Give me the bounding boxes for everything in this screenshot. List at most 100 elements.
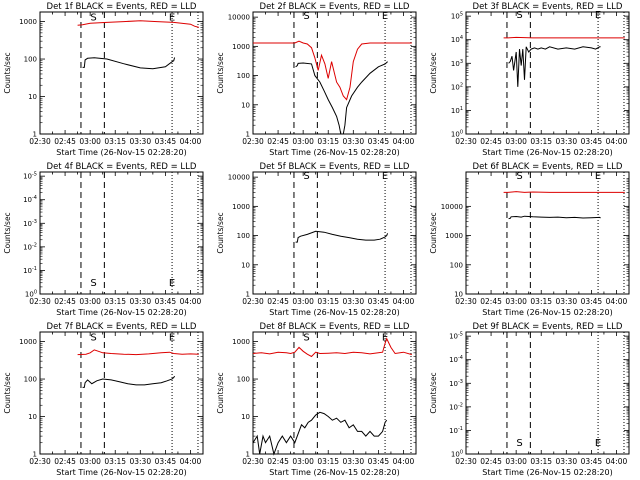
y-tick-label: 10-5 [23, 172, 37, 181]
data-series-line [295, 230, 389, 243]
marker-label: E [382, 171, 388, 182]
chart-title: Det 6f BLACK = Events, RED = LLD [473, 162, 623, 172]
x-tick-label: 02:45 [54, 137, 76, 146]
x-tick-label: 04:00 [606, 457, 628, 466]
x-tick-label: 02:30 [242, 297, 264, 306]
marker-label: E [169, 332, 175, 343]
plot-frame [465, 171, 630, 295]
marker-label: E [382, 11, 388, 22]
y-tick-label: 10 [28, 413, 37, 421]
x-tick-label: 04:00 [606, 297, 628, 306]
x-tick-label: 02:30 [29, 137, 51, 146]
data-series-line [508, 215, 601, 220]
y-tick-label: 10 [28, 93, 37, 101]
plot-frame [39, 11, 204, 135]
x-axis-label: Start Time (26-Nov-15 02:28:20) [269, 468, 399, 477]
x-tick-label: 02:30 [242, 457, 264, 466]
chart-panel-p7: Det 7f BLACK = Events, RED = LLD Counts/s… [3, 322, 204, 477]
x-tick-label: 02:30 [29, 457, 51, 466]
marker-label: S [303, 332, 309, 343]
y-tick-label: 10-1 [23, 266, 37, 275]
y-tick-label: 1000 [19, 18, 37, 26]
x-tick-label: 02:45 [480, 297, 502, 306]
x-tick-label: 02:45 [267, 457, 289, 466]
y-tick-label: 100 [24, 56, 37, 64]
x-tick-label: 03:45 [155, 137, 177, 146]
x-tick-label: 03:30 [129, 297, 151, 306]
x-tick-label: 02:30 [455, 137, 477, 146]
y-tick-label: 1 [33, 131, 37, 139]
y-axis-label: Counts/sec [3, 212, 12, 253]
marker-label: E [382, 332, 388, 343]
x-axis-label: Start Time (26-Nov-15 02:28:20) [482, 468, 612, 477]
y-axis-label: Counts/sec [429, 52, 438, 93]
chart-title: Det 2f BLACK = Events, RED = LLD [260, 2, 410, 12]
marker-label: S [90, 12, 96, 23]
x-axis-label: Start Time (26-Nov-15 02:28:20) [482, 148, 612, 157]
x-tick-label: 04:00 [180, 297, 202, 306]
x-tick-label: 03:30 [342, 457, 364, 466]
y-tick-label: 10-2 [23, 242, 37, 251]
y-tick-label: 100 [237, 232, 250, 240]
y-tick-label: 10000 [228, 14, 250, 22]
y-axis-label: Counts/sec [216, 372, 225, 413]
y-tick-label: 10 [241, 261, 250, 269]
chart-panel-p3: Det 3f BLACK = Events, RED = LLD Counts/s… [429, 2, 630, 157]
marker-label: E [169, 12, 175, 23]
chart-panel-p1: Det 1f BLACK = Events, RED = LLD Counts/s… [3, 2, 204, 157]
y-axis-label: Counts/sec [429, 212, 438, 253]
x-tick-label: 03:15 [317, 457, 339, 466]
y-tick-label: 100 [237, 72, 250, 80]
x-axis-label: Start Time (26-Nov-15 02:28:20) [56, 148, 186, 157]
x-tick-label: 02:30 [455, 457, 477, 466]
x-tick-label: 04:00 [393, 457, 415, 466]
x-tick-label: 03:30 [342, 297, 364, 306]
x-tick-label: 03:45 [581, 137, 603, 146]
plot-frame [39, 171, 204, 295]
data-series-line [503, 36, 625, 39]
x-tick-label: 03:00 [292, 297, 314, 306]
y-tick-label: 100 [451, 450, 463, 459]
plot-frame [252, 331, 417, 455]
marker-label: S [516, 10, 522, 21]
chart-title: Det 7f BLACK = Events, RED = LLD [47, 322, 197, 332]
chart-title: Det 5f BLACK = Events, RED = LLD [260, 162, 410, 172]
x-tick-label: 04:00 [606, 137, 628, 146]
y-tick-label: 100 [25, 290, 37, 299]
marker-label: E [169, 278, 175, 289]
x-tick-label: 04:00 [393, 137, 415, 146]
marker-label: E [595, 10, 601, 21]
x-tick-label: 03:30 [129, 457, 151, 466]
x-tick-label: 02:30 [455, 297, 477, 306]
x-axis-label: Start Time (26-Nov-15 02:28:20) [56, 308, 186, 317]
chart-title: Det 4f BLACK = Events, RED = LLD [47, 162, 197, 172]
y-tick-label: 10000 [441, 203, 463, 211]
y-tick-label: 10-4 [449, 355, 463, 364]
x-tick-label: 02:30 [29, 297, 51, 306]
data-series-line [503, 191, 625, 193]
x-tick-label: 02:30 [242, 137, 264, 146]
chart-title: Det 8f BLACK = Events, RED = LLD [260, 322, 410, 332]
x-tick-label: 03:15 [317, 137, 339, 146]
y-tick-label: 100 [24, 376, 37, 384]
x-tick-label: 03:00 [292, 457, 314, 466]
x-tick-label: 03:00 [292, 137, 314, 146]
x-tick-label: 03:00 [505, 457, 527, 466]
y-tick-label: 1 [246, 131, 250, 139]
data-series-line [295, 61, 388, 135]
x-tick-label: 03:45 [155, 297, 177, 306]
chart-panel-p4: Det 4f BLACK = Events, RED = LLD Counts/s… [3, 162, 204, 317]
x-tick-label: 02:45 [267, 297, 289, 306]
y-tick-label: 103 [451, 59, 463, 68]
x-tick-label: 02:45 [54, 297, 76, 306]
marker-label: E [595, 171, 601, 182]
y-axis-label: Counts/sec [3, 372, 12, 413]
y-tick-label: 1000 [232, 43, 250, 51]
y-tick-label: 100 [450, 261, 463, 269]
x-tick-label: 03:15 [104, 297, 126, 306]
y-tick-label: 10-5 [449, 332, 463, 341]
chart-title: Det 1f BLACK = Events, RED = LLD [47, 2, 197, 12]
y-tick-label: 1000 [445, 232, 463, 240]
y-tick-label: 1 [246, 451, 250, 459]
